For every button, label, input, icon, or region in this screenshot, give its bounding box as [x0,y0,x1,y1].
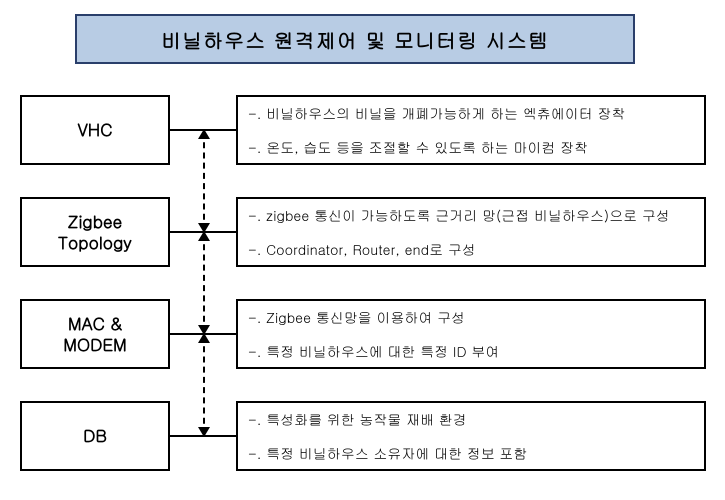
node-label: ZigbeeTopology [58,211,132,254]
arrow-down-icon [198,427,210,437]
bullet: -. 온도, 습도 등을 조절할 수 있도록 하는 마이컴 장착 [248,137,704,157]
arrow-up-icon [198,231,210,241]
node-zigbee-topology: ZigbeeTopology [20,197,170,267]
arrow-up-icon [198,333,210,343]
desc-vhc: -. 비닐하우스의 비닐을 개폐가능하게 하는 엑츄에이터 장착 -. 온도, … [236,95,706,165]
bullet: -. 특정 비닐하우스에 대한 특정 ID 부여 [248,341,704,361]
node-mac-modem: MAC &MODEM [20,299,170,369]
node-label: DB [83,425,107,446]
desc-mac-modem: -. Zigbee 통신망을 이용하여 구성 -. 특정 비닐하우스에 대한 특… [236,299,706,369]
v-connector [203,132,205,230]
desc-zigbee-topology: -. zigbee 통신이 가능하도록 근거리 망(근접 비닐하우스)으로 구성… [236,197,706,267]
v-connector [203,234,205,332]
arrow-up-icon [198,129,210,139]
bullet: -. Zigbee 통신망을 이용하여 구성 [248,307,704,327]
diagram-title: 비닐하우스 원격제어 및 모니터링 시스템 [75,14,635,64]
bullet: -. 비닐하우스의 비닐을 개폐가능하게 하는 엑츄에이터 장착 [248,103,704,123]
desc-db: -. 특성화를 위한 농작물 재배 환경 -. 특정 비닐하우스 소유자에 대한… [236,401,706,471]
bullet: -. 특정 비닐하우스 소유자에 대한 정보 포함 [248,443,704,463]
node-label: MAC &MODEM [63,313,127,356]
bullet: -. 특성화를 위한 농작물 재배 환경 [248,409,704,429]
bullet: -. zigbee 통신이 가능하도록 근거리 망(근접 비닐하우스)으로 구성 [248,205,704,225]
node-db: DB [20,401,170,471]
node-vhc: VHC [20,95,170,165]
v-connector [203,336,205,434]
bullet: -. Coordinator, Router, end로 구성 [248,239,704,259]
node-label: VHC [78,119,113,140]
